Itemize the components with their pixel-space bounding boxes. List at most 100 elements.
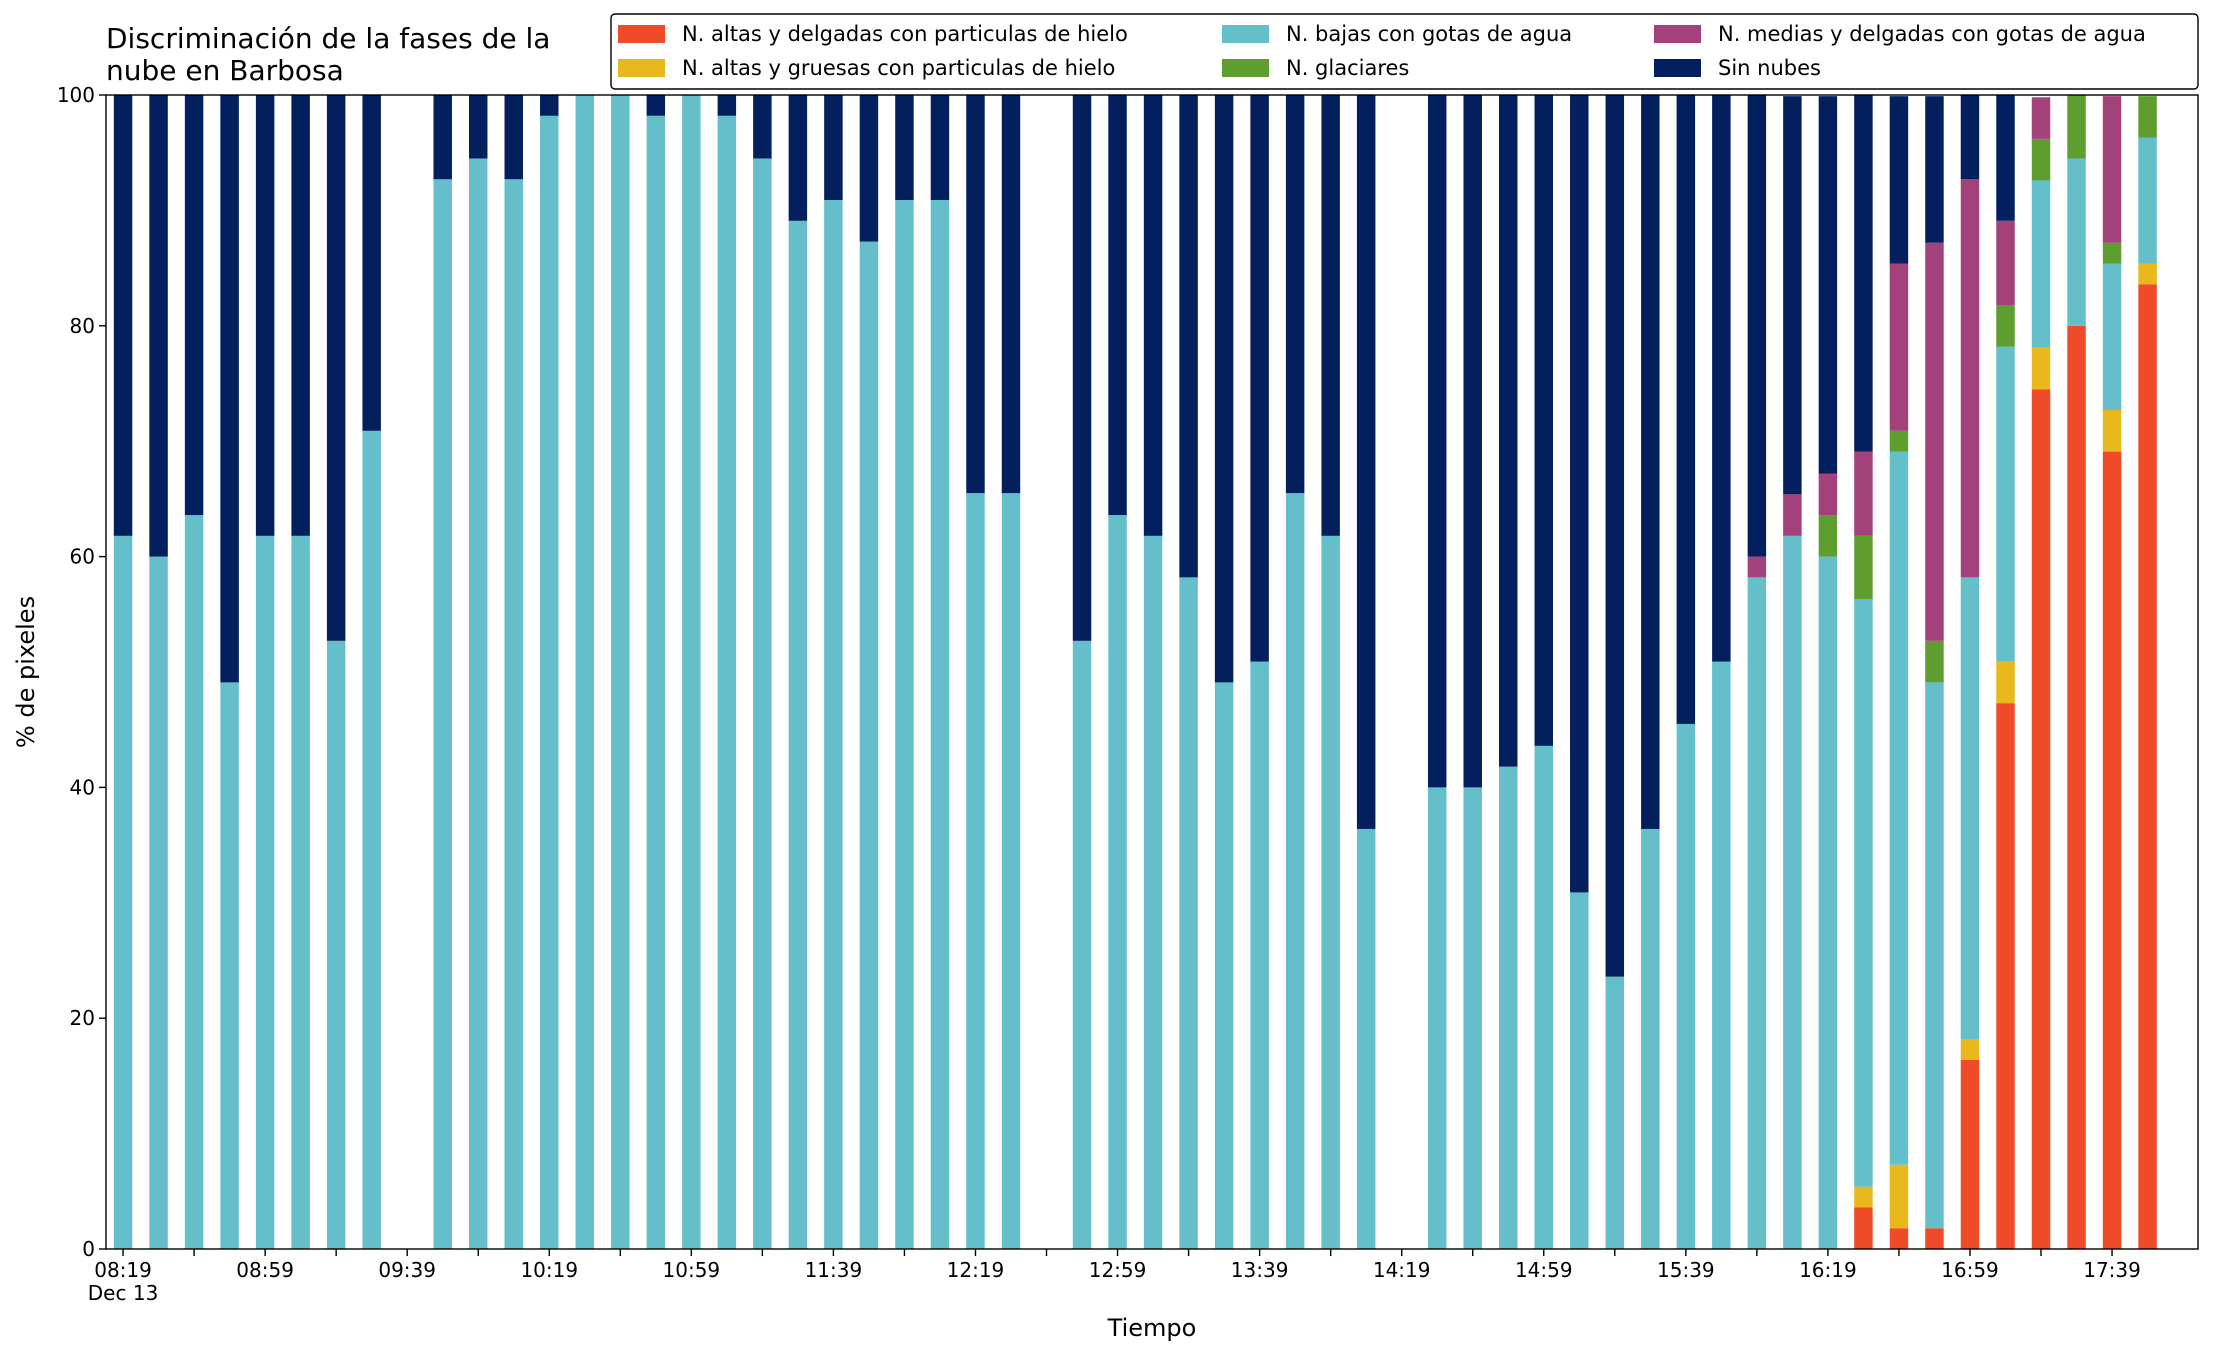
bar-segment <box>1889 96 1909 264</box>
bar-segment <box>2138 96 2157 138</box>
bar-segment <box>362 95 381 431</box>
chart-title: Discriminación de la fases de la nube en … <box>106 22 550 87</box>
bar-segment <box>2138 284 2157 1250</box>
bar-segment <box>2031 389 2051 1249</box>
bar-segment <box>753 95 772 159</box>
y-tick-label: 100 <box>57 83 95 107</box>
legend-label: N. altas y delgadas con particulas de hi… <box>682 22 1128 46</box>
bar-segment <box>575 95 595 1249</box>
legend-label: Sin nubes <box>1718 56 1821 80</box>
bar-segment <box>1960 1038 1980 1060</box>
bar-segment <box>1285 95 1305 494</box>
bar-segment <box>433 95 452 180</box>
bar-segment <box>2067 158 2086 326</box>
x-tick-label: 12:59 <box>1089 1258 1147 1282</box>
bar-segment <box>1996 220 2015 306</box>
bar-segment <box>1925 96 1944 243</box>
bar-segment <box>540 115 559 1250</box>
bar-segment <box>1889 1228 1909 1249</box>
bar-segment <box>1143 95 1163 536</box>
bar-segment <box>1960 179 1980 578</box>
x-tick-label: 09:39 <box>378 1258 436 1282</box>
legend-label: N. medias y delgadas con gotas de agua <box>1718 22 2146 46</box>
x-tick-label: 14:59 <box>1515 1258 1573 1282</box>
bar-segment <box>1889 451 1909 1165</box>
legend-label: N. altas y gruesas con particulas de hie… <box>682 56 1115 80</box>
bar-segment <box>184 515 204 1249</box>
bar-segment <box>1641 95 1660 829</box>
bar-segment <box>1108 95 1127 516</box>
bar-segment <box>1996 95 2015 221</box>
bar-segment <box>1747 556 1767 578</box>
x-tick-label: 13:39 <box>1231 1258 1289 1282</box>
x-tick-label: 14:19 <box>1373 1258 1431 1282</box>
bar-segment <box>1108 515 1127 1249</box>
bar-segment <box>2031 138 2051 181</box>
bar-segment <box>1676 95 1696 724</box>
bar-segment <box>611 95 630 1249</box>
y-tick-label: 40 <box>70 775 95 799</box>
bar-segment <box>255 95 275 536</box>
bar-segment <box>2031 347 2051 390</box>
bar-segment <box>2102 242 2122 264</box>
bar-segment <box>1854 1207 1873 1249</box>
bar-segment <box>220 682 239 1249</box>
bar-segment <box>1960 577 1980 1039</box>
bar-segment <box>2102 96 2122 243</box>
bar-segment <box>2031 97 2051 139</box>
bar-segment <box>1854 1186 1873 1208</box>
bar-segment <box>1854 535 1873 600</box>
bar-segment <box>1463 95 1482 788</box>
bar-segment <box>824 200 843 1249</box>
y-tick-label: 0 <box>82 1237 95 1261</box>
legend-swatch <box>1222 25 1269 43</box>
bar-segment <box>1356 95 1376 829</box>
y-tick-label: 60 <box>70 545 95 569</box>
bar-segment <box>788 95 808 221</box>
bar-segment <box>1960 95 1980 180</box>
bar-segment <box>895 200 914 1249</box>
bar-segment <box>1925 640 1944 683</box>
bar-segment <box>1321 535 1340 1249</box>
bar-segment <box>930 200 950 1249</box>
bar-segment <box>1179 577 1198 1249</box>
bar-segment <box>149 556 168 1249</box>
bar-segment <box>220 95 239 683</box>
bar-segment <box>1889 430 1909 452</box>
x-tick-label: 16:19 <box>1799 1258 1857 1282</box>
bar-segment <box>1499 95 1518 767</box>
bar-segment <box>1854 95 1873 452</box>
bar-segment <box>2067 325 2086 1249</box>
bar-segment <box>1214 95 1234 683</box>
bar-segment <box>433 179 452 1250</box>
bar-segment <box>1996 661 2015 704</box>
bar-segment <box>540 95 559 116</box>
bar-segment <box>1285 493 1305 1249</box>
bar-segment <box>1570 95 1589 893</box>
legend-swatch <box>618 25 665 43</box>
bar-segment <box>1143 535 1163 1249</box>
bar-segment <box>1996 305 2015 347</box>
bar-segment <box>2138 137 2157 264</box>
x-tick-label: 11:39 <box>805 1258 863 1282</box>
bar-segment <box>1818 515 1838 557</box>
bar-segment <box>859 95 879 242</box>
bar-segment <box>788 220 808 1249</box>
bar-segment <box>1499 766 1518 1249</box>
y-tick-label: 80 <box>70 314 95 338</box>
bar-segment <box>1570 892 1589 1249</box>
bar-segment <box>113 95 133 536</box>
bar-segment <box>824 95 843 201</box>
bar-segment <box>255 535 275 1249</box>
plot-frame <box>105 94 2199 1250</box>
bar-segment <box>504 95 523 180</box>
bar-segment <box>930 95 950 201</box>
legend-swatch <box>1654 59 1701 77</box>
bar-segment <box>1001 493 1021 1249</box>
y-tick-label: 20 <box>70 1006 95 1030</box>
x-tick-label: 16:59 <box>1941 1258 1999 1282</box>
bar-segment <box>646 95 666 116</box>
legend-box <box>610 13 2199 90</box>
x-tick-label: 10:59 <box>663 1258 721 1282</box>
bar-segment <box>1747 95 1767 557</box>
